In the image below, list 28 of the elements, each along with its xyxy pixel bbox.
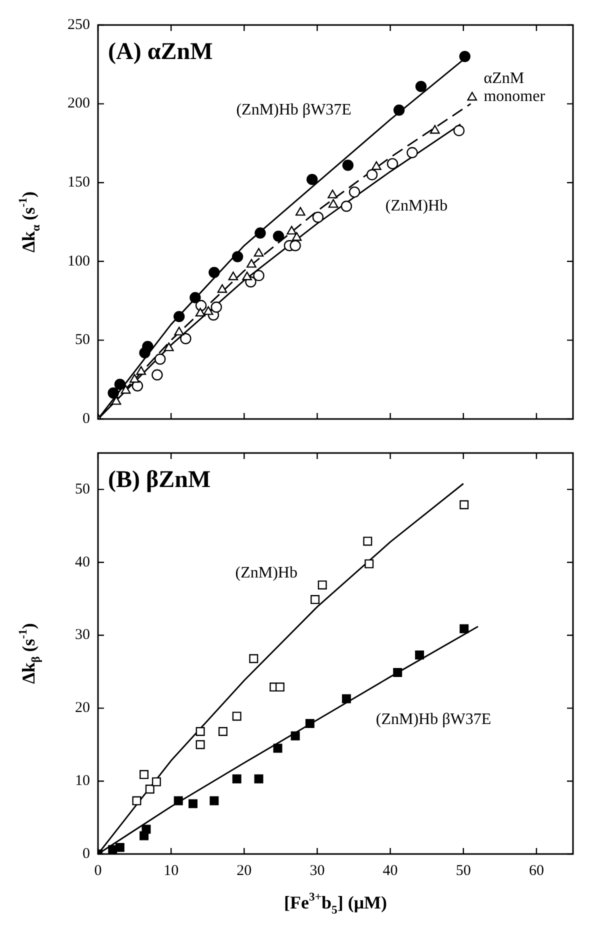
y-tick-label: 50 [75, 332, 90, 348]
y-tick-label: 0 [82, 410, 90, 427]
x-tick-label: 0 [94, 862, 102, 879]
y-axis-title: Δkβ (s-1) [16, 623, 42, 684]
annotation: (ZnM)Hb βW37E [236, 101, 352, 118]
y-tick-label: 20 [75, 700, 90, 716]
annotation: (ZnM)Hb [235, 564, 298, 582]
y-tick-label: 0 [82, 846, 90, 862]
text: (A) αZnM [108, 39, 213, 66]
x-tick-label: 20 [236, 862, 252, 879]
x-tick-label: 10 [164, 862, 179, 879]
x-tick-label: 30 [310, 862, 325, 879]
x-tick-label: 60 [528, 862, 544, 879]
y-tick-label: 100 [68, 253, 90, 270]
annotation: (ZnM)Hb [385, 197, 448, 214]
y-tick-label: 250 [68, 16, 90, 33]
y-tick-label: 50 [75, 481, 90, 498]
x-tick-label: 40 [382, 862, 398, 879]
y-tick-label: 150 [68, 174, 90, 191]
y-tick-label: 10 [75, 773, 90, 790]
annotation: (ZnM)Hb βW37E [376, 710, 492, 728]
annotation: αZnM monomer [484, 70, 546, 106]
y-tick-label: 200 [68, 96, 90, 112]
x-tick-label: 50 [456, 862, 471, 879]
y-tick-label: 40 [75, 554, 90, 570]
text: (B) βZnM [108, 467, 211, 494]
y-axis-title: Δkα (s-1) [16, 191, 42, 253]
y-tick-label: 30 [75, 627, 90, 644]
